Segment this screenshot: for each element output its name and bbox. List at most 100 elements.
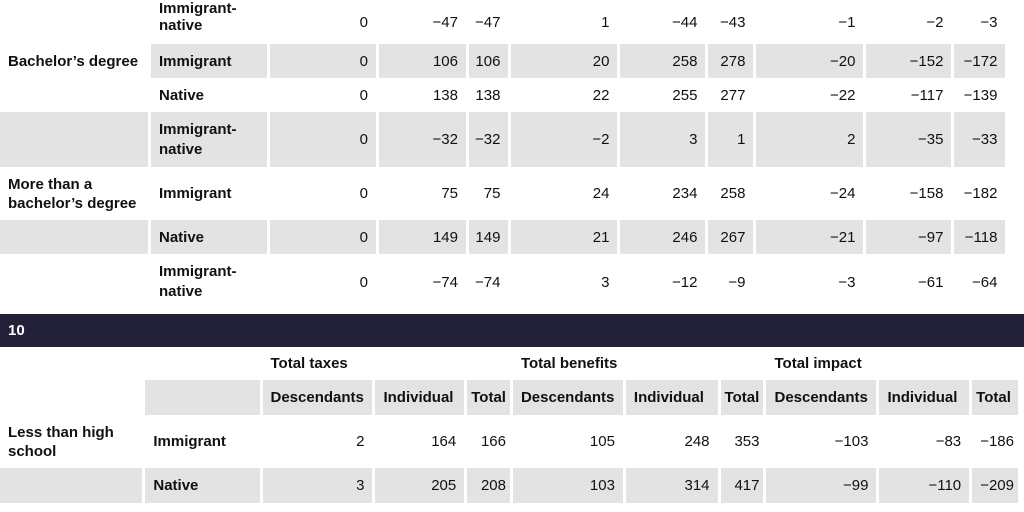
value-cell: −32 xyxy=(469,112,509,167)
column-header: Total xyxy=(467,380,510,415)
value-cell: 138 xyxy=(475,86,501,104)
group-cell: Native xyxy=(151,220,267,254)
value-cell: 205 xyxy=(375,468,465,503)
value-cell: −61 xyxy=(918,273,944,291)
blank-header-cell xyxy=(0,380,143,415)
education-cell xyxy=(0,112,148,167)
value-cell: −103 xyxy=(834,433,869,450)
table-row: Less than high school Immigrant 2 164 16… xyxy=(0,415,1018,468)
value-cell: −139 xyxy=(963,86,998,104)
table-row: Bachelor’s degree Immigrant 0 106 106 20… xyxy=(0,44,1006,78)
value-cell: 0 xyxy=(359,86,368,104)
value-cell: −97 xyxy=(866,220,952,254)
value-cell: 3 xyxy=(601,273,610,291)
blank-header-cell xyxy=(145,347,259,380)
group-cell: Immigrant-native xyxy=(151,112,267,167)
value-cell: 1 xyxy=(601,13,610,31)
education-cell xyxy=(0,254,148,310)
value-cell: 258 xyxy=(720,185,746,202)
value-cell: 278 xyxy=(708,44,754,78)
table-row: More than a bachelor’s degree Immigrant … xyxy=(0,167,1005,220)
value-cell: 149 xyxy=(379,220,466,254)
value-cell: 75 xyxy=(441,185,458,202)
group-header-row: Total taxes Total benefits Total impact xyxy=(0,347,1018,380)
group-cell: Native xyxy=(159,86,205,104)
table-row: Native 0 138 138 22 255 277 −22 −117 −13… xyxy=(0,78,1005,112)
value-cell: 248 xyxy=(684,433,710,450)
column-group-header: Total taxes xyxy=(270,355,348,372)
education-cell xyxy=(0,78,148,112)
value-cell: 166 xyxy=(480,433,506,450)
education-cell: Less than high school xyxy=(8,423,114,460)
value-cell: 0 xyxy=(359,185,368,202)
value-cell: 246 xyxy=(620,220,706,254)
sub-header-row: Descendants Individual Total Descendants… xyxy=(0,380,1018,415)
value-cell: −3 xyxy=(980,13,998,31)
column-group-header: Total benefits xyxy=(520,355,618,372)
blank-header-cell xyxy=(145,380,260,415)
value-cell: 0 xyxy=(270,112,376,167)
value-cell: −158 xyxy=(909,185,944,202)
group-cell: Immigrant xyxy=(159,185,232,202)
value-cell: 2 xyxy=(756,112,864,167)
education-cell xyxy=(0,0,148,44)
value-cell: 138 xyxy=(432,86,458,104)
value-cell: −118 xyxy=(954,220,1006,254)
value-cell: −2 xyxy=(511,112,618,167)
value-cell: 2 xyxy=(356,433,365,450)
value-cell: 255 xyxy=(672,86,698,104)
value-cell: −9 xyxy=(728,273,746,291)
value-cell: −21 xyxy=(756,220,864,254)
value-cell: 208 xyxy=(467,468,510,503)
value-cell: −1 xyxy=(838,13,856,31)
value-cell: −47 xyxy=(432,13,458,31)
value-cell: 75 xyxy=(483,185,501,202)
education-cell: Bachelor’s degree xyxy=(0,44,148,78)
table-row: Immigrant-native 0 −32 −32 −2 3 1 2 −35 … xyxy=(0,112,1006,167)
value-cell: −20 xyxy=(756,44,864,78)
column-header: Total xyxy=(720,380,764,415)
value-cell: 417 xyxy=(720,468,764,503)
group-cell: Immigrant-native xyxy=(159,263,237,300)
value-cell: 22 xyxy=(592,86,610,104)
value-cell: 105 xyxy=(589,433,615,450)
table-row: Native 0 149 149 21 246 267 −21 −97 −118 xyxy=(0,220,1006,254)
table-row: Immigrant-native 0 −74 −74 3 −12 −9 −3 −… xyxy=(0,254,1005,310)
value-cell: 0 xyxy=(270,220,376,254)
group-cell: Native xyxy=(145,468,260,503)
column-header: Descendants xyxy=(262,380,373,415)
group-cell: Immigrant xyxy=(151,44,267,78)
value-cell: −99 xyxy=(766,468,877,503)
value-cell: 24 xyxy=(592,185,610,202)
value-cell: 277 xyxy=(720,86,746,104)
value-cell: −110 xyxy=(879,468,970,503)
value-cell: 149 xyxy=(469,220,509,254)
table-row: Immigrant-native 0 −47 −47 1 −44 −43 −1 … xyxy=(0,0,1005,44)
value-cell: −12 xyxy=(672,273,698,291)
column-header: Individual xyxy=(625,380,718,415)
value-cell: −22 xyxy=(830,86,856,104)
value-cell: −186 xyxy=(980,433,1014,450)
value-cell: 353 xyxy=(734,433,760,450)
value-cell: −64 xyxy=(972,273,998,291)
value-cell: −152 xyxy=(866,44,952,78)
value-cell: 267 xyxy=(708,220,754,254)
column-header: Total xyxy=(972,380,1018,415)
education-cell xyxy=(0,220,148,254)
education-cell xyxy=(0,468,143,503)
section-header-bar: 10 xyxy=(0,314,1024,347)
group-cell: Immigrant xyxy=(153,433,226,450)
value-cell: −47 xyxy=(475,13,501,31)
column-header: Descendants xyxy=(512,380,623,415)
value-cell: −43 xyxy=(720,13,746,31)
value-cell: 103 xyxy=(512,468,623,503)
value-cell: −172 xyxy=(954,44,1006,78)
value-cell: 1 xyxy=(708,112,754,167)
value-cell: 258 xyxy=(620,44,706,78)
value-cell: −24 xyxy=(830,185,856,202)
value-cell: 3 xyxy=(262,468,373,503)
value-cell: −182 xyxy=(963,185,998,202)
cohort-table-bottom: Total taxes Total benefits Total impact … xyxy=(0,347,1021,503)
value-cell: 234 xyxy=(672,185,698,202)
